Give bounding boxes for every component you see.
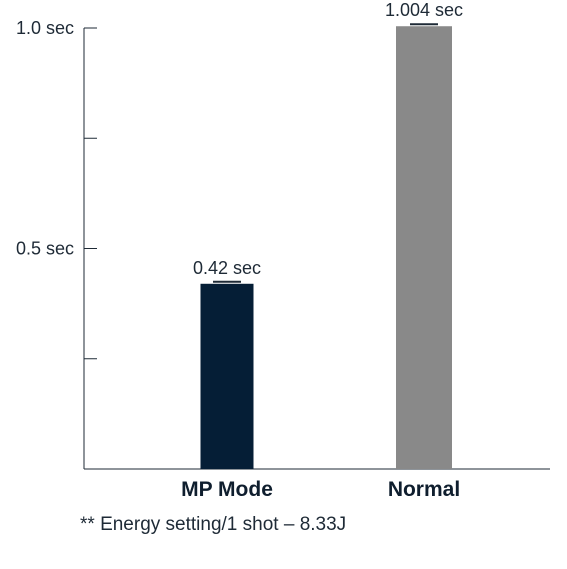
data-label: 0.42 sec	[193, 258, 261, 278]
bar	[200, 283, 254, 469]
x-category-label: Normal	[388, 478, 460, 501]
y-axis-ticks: 0.5 sec 1.0 sec	[16, 18, 97, 360]
y-tick-label: 0.5 sec	[16, 239, 74, 259]
bars	[200, 23, 452, 470]
x-category-label: MP Mode	[181, 478, 273, 501]
data-label: 1.004 sec	[385, 0, 463, 20]
category-labels: MP Mode Normal	[181, 478, 460, 501]
y-tick-label: 1.0 sec	[16, 18, 74, 38]
value-labels: 0.42 sec 1.004 sec	[193, 0, 463, 278]
footnote: ** Energy setting/1 shot – 8.33J	[80, 514, 347, 535]
bar	[396, 26, 452, 470]
